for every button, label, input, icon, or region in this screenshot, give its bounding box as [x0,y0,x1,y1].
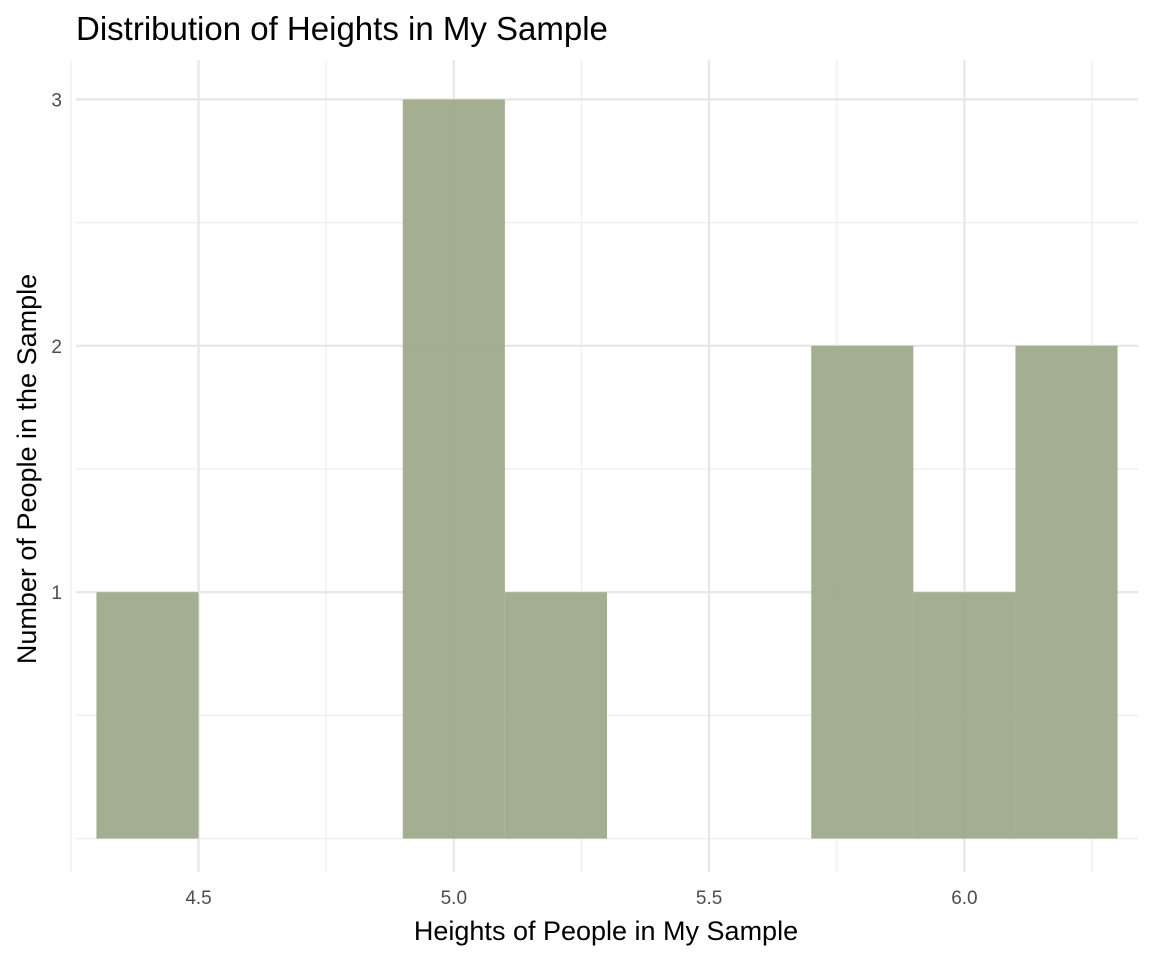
histogram-bar [811,345,914,839]
histogram-bar [1015,345,1118,839]
x-tick-label: 5.0 [441,888,467,909]
y-tick-label: 2 [51,337,62,358]
x-tick-label: 6.0 [951,888,977,909]
chart-title: Distribution of Heights in My Sample [76,10,608,47]
histogram-bar [402,99,505,839]
histogram-bar [96,592,199,839]
histogram-bar [504,592,607,839]
y-tick-label: 1 [51,583,62,604]
x-tick-label: 5.5 [696,888,722,909]
bars [96,99,1118,839]
x-axis-ticks: 4.5 5.0 5.5 6.0 [185,888,977,909]
y-axis-ticks: 1 2 3 [51,90,62,604]
x-axis-title: Heights of People in My Sample [414,916,798,946]
y-tick-label: 3 [51,90,62,111]
histogram-bar [913,592,1016,839]
x-tick-label: 4.5 [185,888,211,909]
y-axis-title: Number of People in the Sample [12,274,42,664]
